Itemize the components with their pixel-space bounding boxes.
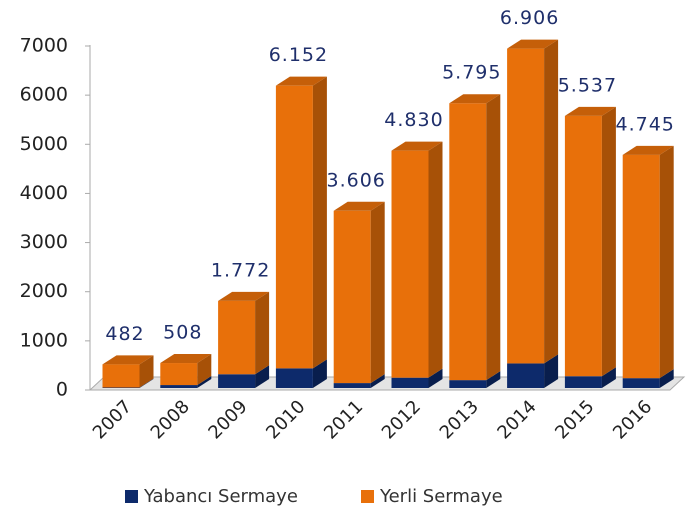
bar-top	[449, 94, 501, 104]
bar-side	[659, 369, 674, 388]
bar-segment	[564, 376, 602, 388]
y-tick-label: 2000	[20, 280, 68, 302]
bar-side	[544, 39, 559, 364]
x-tick-label: 2014	[493, 396, 540, 443]
bar-segment	[391, 150, 429, 378]
y-tick-label: 7000	[20, 35, 68, 57]
bar-segment	[102, 364, 140, 388]
y-tick-label: 3000	[20, 231, 68, 253]
x-tick-label: 2010	[262, 396, 309, 443]
bar-segment	[333, 383, 371, 388]
bar-segment	[622, 378, 660, 388]
bar-segment	[622, 154, 660, 379]
bar-segment	[507, 363, 545, 388]
total-label: 5.537	[558, 74, 617, 96]
bar-side	[370, 374, 385, 388]
bar-segment	[275, 85, 313, 369]
y-tick-label: 0	[56, 379, 68, 401]
legend-label: Yabancı Sermaye	[143, 486, 298, 507]
bar-side	[544, 354, 559, 388]
x-tick-label: 2016	[609, 396, 656, 443]
x-tick-label: 2007	[89, 396, 136, 443]
bar-side	[428, 368, 443, 388]
bar-top	[622, 145, 674, 155]
y-tick-label: 4000	[20, 182, 68, 204]
bar-side	[255, 365, 270, 388]
bar-top	[507, 39, 559, 49]
bar-side	[197, 354, 212, 386]
x-tick-label: 2013	[436, 396, 483, 443]
bar-side	[486, 94, 501, 381]
x-tick-label: 2008	[147, 396, 194, 443]
total-label: 482	[105, 323, 144, 345]
bar-top	[102, 355, 154, 365]
total-label: 5.795	[442, 62, 501, 84]
y-tick-label: 5000	[20, 133, 68, 155]
legend-label: Yerli Sermaye	[379, 486, 503, 507]
bar-segment	[449, 380, 487, 388]
bar-side	[486, 371, 501, 388]
x-tick-label: 2009	[204, 396, 251, 443]
bar-top	[160, 354, 212, 364]
bar-segment	[218, 300, 256, 375]
total-label: 6.152	[269, 44, 328, 66]
bar-segment	[160, 385, 198, 388]
bar-top	[564, 106, 616, 116]
total-label: 6.906	[500, 7, 559, 29]
bar-side	[139, 378, 154, 388]
y-tick-label: 6000	[20, 84, 68, 106]
x-tick-label: 2015	[551, 396, 598, 443]
bar-side	[601, 367, 616, 388]
bar-segment	[333, 210, 371, 384]
x-tick-label: 2012	[378, 396, 425, 443]
bar-segment	[507, 48, 545, 364]
total-label: 4.830	[384, 109, 443, 131]
total-label: 4.745	[615, 113, 674, 135]
total-label: 508	[163, 322, 202, 344]
bar-side	[139, 355, 154, 388]
bar-side	[312, 359, 327, 388]
y-tick-label: 1000	[20, 329, 68, 351]
bar-side	[601, 106, 616, 377]
bar-top	[218, 291, 270, 301]
x-tick-label: 2011	[320, 396, 367, 443]
bar-side	[428, 141, 443, 378]
bar-segment	[218, 374, 256, 388]
bar-segment	[391, 377, 429, 388]
total-label: 3.606	[326, 169, 385, 191]
bar-top	[333, 201, 385, 211]
bar-top	[275, 76, 327, 86]
bar-side	[255, 291, 270, 375]
bar-segment	[275, 368, 313, 388]
bar-side	[312, 76, 327, 369]
bar-segment	[449, 103, 487, 381]
bar-top	[391, 141, 443, 151]
bar-side	[659, 145, 674, 379]
total-label: 1.772	[211, 259, 270, 281]
bar-side	[197, 376, 212, 388]
legend-swatch	[125, 490, 138, 503]
bar-segment	[564, 115, 602, 377]
legend-swatch	[361, 490, 374, 503]
bar-side	[370, 201, 385, 384]
bar-segment	[160, 363, 198, 386]
